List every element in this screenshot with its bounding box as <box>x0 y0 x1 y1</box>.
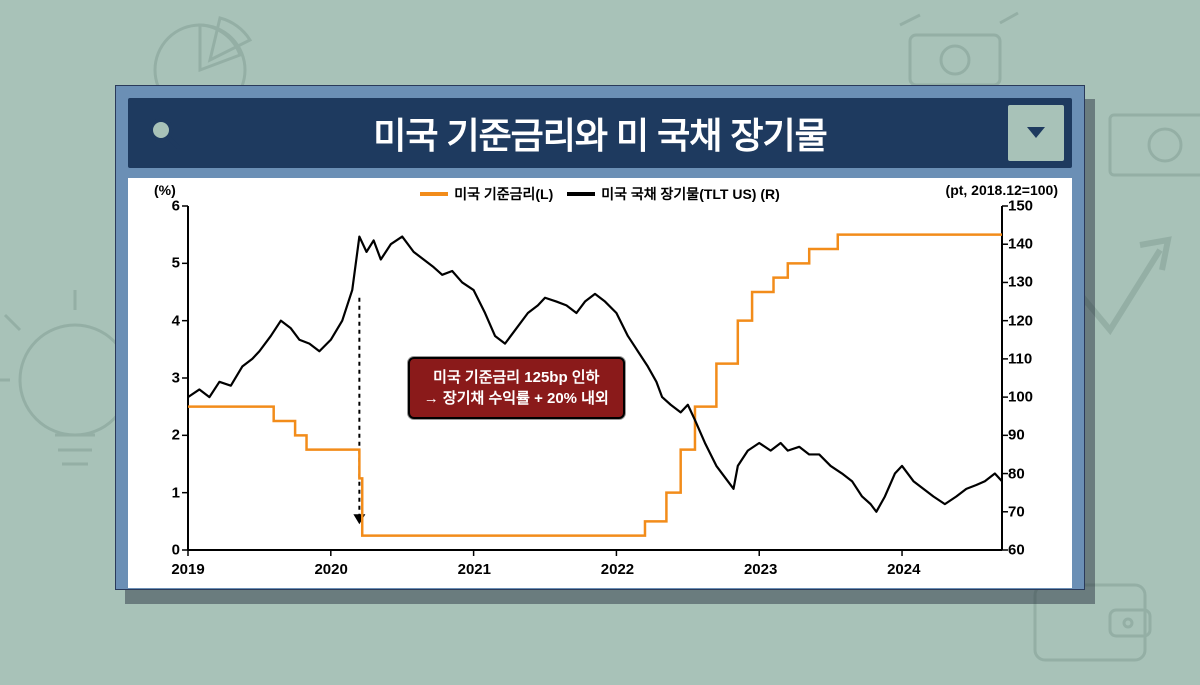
search-icon[interactable] <box>136 105 192 161</box>
x-tick: 2022 <box>601 561 634 578</box>
x-tick: 2021 <box>458 561 491 578</box>
x-tick: 2023 <box>744 561 777 578</box>
callout-line2: → 장기채 수익률 + 20% 내외 <box>424 388 609 409</box>
y-left-tick: 2 <box>152 427 180 444</box>
legend-label: 미국 국채 장기물(TLT US) (R) <box>601 184 780 204</box>
x-tick: 2020 <box>314 561 347 578</box>
header-bar: 미국 기준금리와 미 국채 장기물 <box>128 98 1072 168</box>
legend-item: 미국 국채 장기물(TLT US) (R) <box>567 184 780 204</box>
y-right-tick: 70 <box>1008 503 1044 520</box>
y-right-tick: 150 <box>1008 198 1044 215</box>
y-left-tick: 4 <box>152 312 180 329</box>
y-right-tick: 60 <box>1008 542 1044 559</box>
legend-label: 미국 기준금리(L) <box>454 184 553 204</box>
annotation-callout: 미국 기준금리 125bp 인하 → 장기채 수익률 + 20% 내외 <box>408 357 625 419</box>
y-left-tick: 0 <box>152 542 180 559</box>
y-right-tick: 100 <box>1008 389 1044 406</box>
y-right-tick: 90 <box>1008 427 1044 444</box>
legend: 미국 기준금리(L) 미국 국채 장기물(TLT US) (R) <box>128 184 1072 204</box>
bill-doodle-icon <box>1100 100 1200 195</box>
y-left-tick: 5 <box>152 255 180 272</box>
y-left-tick: 1 <box>152 484 180 501</box>
chart-panel: 미국 기준금리와 미 국채 장기물 (%) (pt, 2018.12=100) … <box>115 85 1085 590</box>
callout-line1: 미국 기준금리 125bp 인하 <box>424 367 609 388</box>
x-tick: 2024 <box>887 561 920 578</box>
y-right-tick: 130 <box>1008 274 1044 291</box>
legend-swatch <box>420 192 448 196</box>
header-title: 미국 기준금리와 미 국채 장기물 <box>192 107 1008 159</box>
dropdown-button[interactable] <box>1008 105 1064 161</box>
legend-item: 미국 기준금리(L) <box>420 184 553 204</box>
y-right-tick: 140 <box>1008 236 1044 253</box>
y-right-tick: 120 <box>1008 312 1044 329</box>
plot-region: 미국 기준금리 125bp 인하 → 장기채 수익률 + 20% 내외 <box>188 206 1002 550</box>
y-right-tick: 110 <box>1008 350 1044 367</box>
y-left-tick: 3 <box>152 370 180 387</box>
chart-area: (%) (pt, 2018.12=100) 미국 기준금리(L) 미국 국채 장… <box>128 178 1072 588</box>
x-tick: 2019 <box>171 561 204 578</box>
y-right-tick: 80 <box>1008 465 1044 482</box>
legend-swatch <box>567 192 595 196</box>
y-left-tick: 6 <box>152 198 180 215</box>
